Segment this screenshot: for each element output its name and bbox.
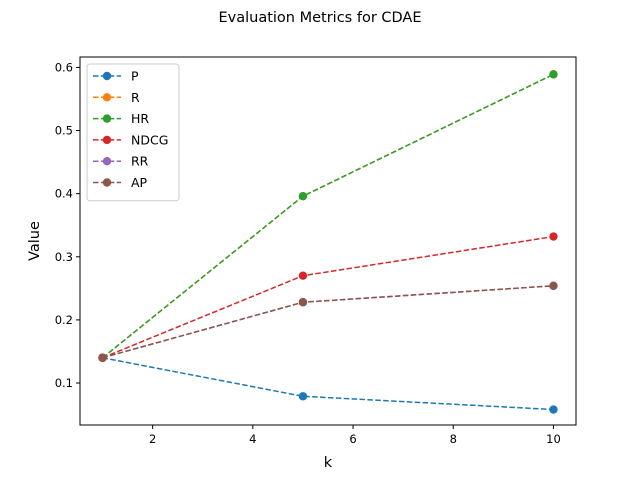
legend-swatch-marker xyxy=(102,157,112,166)
legend-item-ndcg: NDCG xyxy=(93,132,168,147)
x-tick-label: 4 xyxy=(249,432,256,446)
legend-label: HR xyxy=(131,111,149,126)
legend-item-rr: RR xyxy=(93,154,149,169)
data-point-ndcg xyxy=(549,232,558,241)
x-tick-label: 10 xyxy=(546,432,561,446)
series-ap xyxy=(98,281,558,362)
legend-swatch-marker xyxy=(102,178,112,187)
y-tick-label: 0.2 xyxy=(55,313,73,327)
legend-item-r: R xyxy=(93,90,140,105)
legend-item-hr: HR xyxy=(93,111,149,126)
legend-swatch-marker xyxy=(102,71,112,81)
y-tick-label: 0.5 xyxy=(55,124,73,138)
data-point-ap xyxy=(549,281,558,291)
data-point-hr xyxy=(298,191,308,201)
legend-item-ap: AP xyxy=(93,175,148,190)
x-tick-label: 8 xyxy=(450,432,457,446)
legend-item-p: P xyxy=(93,69,139,84)
legend-label: NDCG xyxy=(131,132,168,147)
legend-swatch-marker xyxy=(102,93,112,102)
legend-label: P xyxy=(131,69,139,84)
y-axis-label: Value xyxy=(27,221,43,261)
y-tick-label: 0.1 xyxy=(55,376,73,390)
chart-title: Evaluation Metrics for CDAE xyxy=(218,10,421,26)
data-point-ap xyxy=(98,353,107,362)
plot-area-frame xyxy=(79,56,577,426)
data-point-ap xyxy=(298,298,308,307)
legend-swatch-marker xyxy=(102,135,112,145)
legend-label: AP xyxy=(131,175,148,190)
x-tick-label: 6 xyxy=(349,432,356,446)
x-axis-label: k xyxy=(324,455,333,471)
data-point-hr xyxy=(549,70,558,79)
y-tick-label: 0.3 xyxy=(55,250,73,264)
series-line-p xyxy=(102,357,554,411)
legend-label: RR xyxy=(131,154,149,169)
legend-swatch-marker xyxy=(102,114,112,123)
data-point-p xyxy=(549,405,558,414)
legend-label: R xyxy=(131,90,140,105)
data-point-ndcg xyxy=(298,271,308,280)
y-tick-label: 0.4 xyxy=(55,187,73,201)
x-tick-label: 2 xyxy=(149,432,156,446)
y-tick-label: 0.6 xyxy=(55,60,73,74)
legend: PR HR NDCG RR AP xyxy=(86,63,180,202)
data-point-p xyxy=(298,392,308,401)
